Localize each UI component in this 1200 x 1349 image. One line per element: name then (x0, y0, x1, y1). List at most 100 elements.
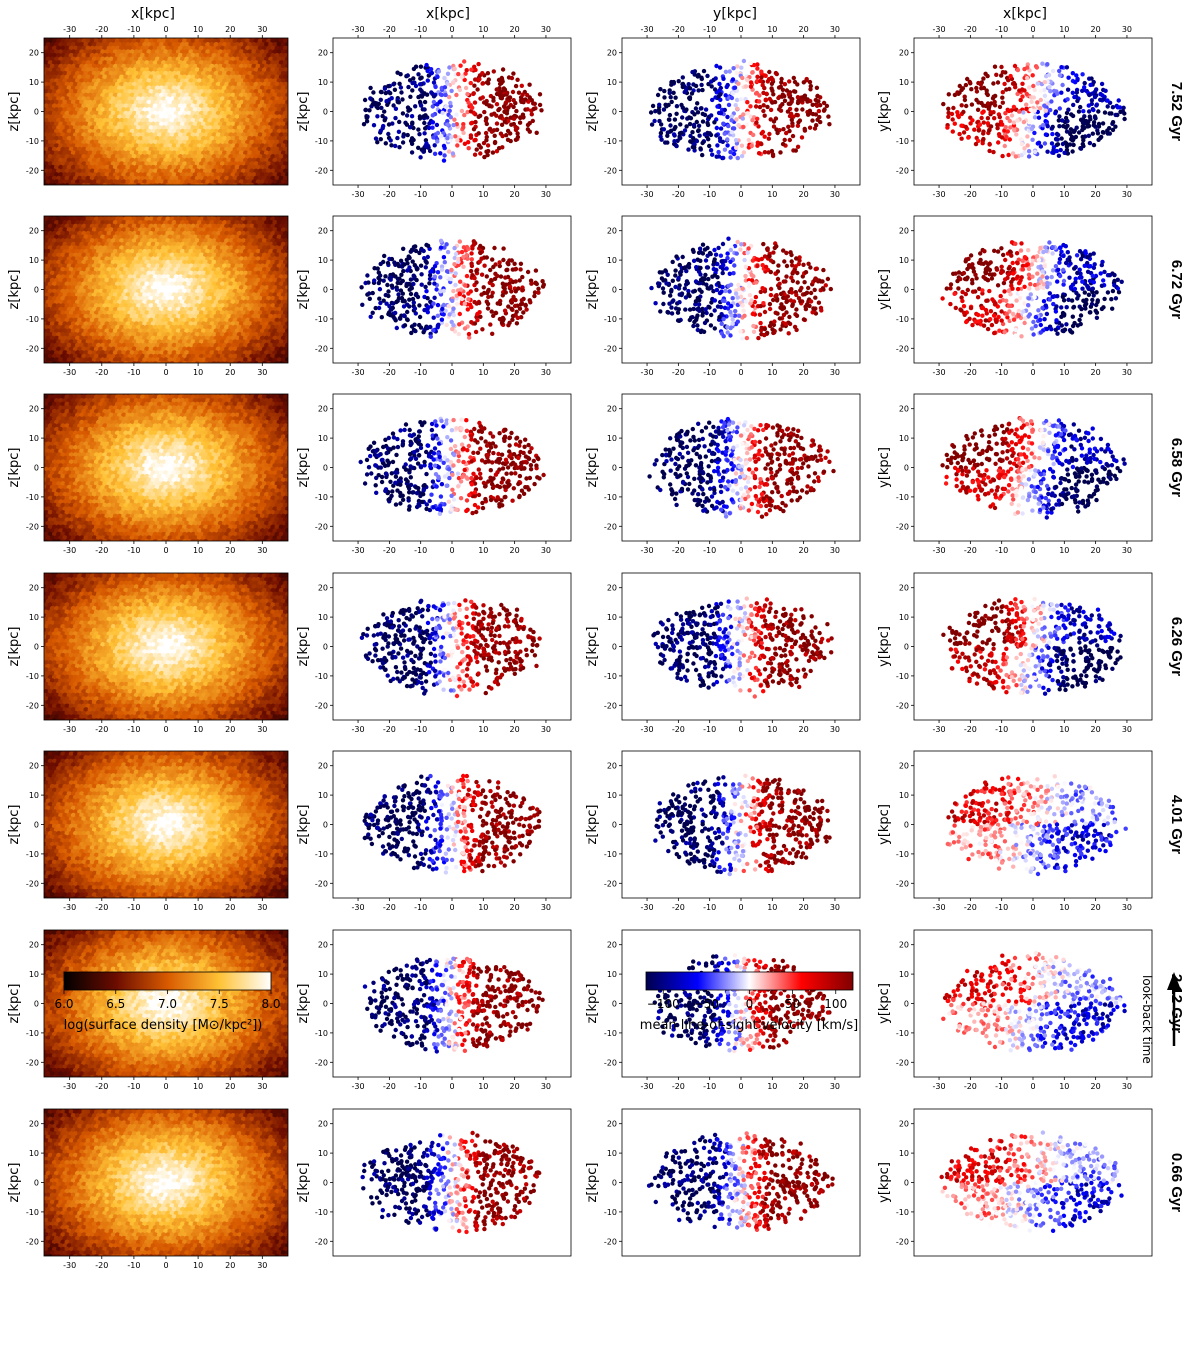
velocity-hexbin (491, 95, 496, 101)
density-hexbin (174, 31, 179, 36)
density-hexbin (37, 187, 42, 192)
velocity-hexbin (951, 105, 956, 111)
density-hexbin (236, 182, 242, 185)
density-hexbin (37, 100, 42, 105)
velocity-hexbin (422, 99, 428, 105)
velocity-hexbin (368, 85, 373, 91)
density-hexbin (115, 31, 120, 36)
velocity-hexbin (1045, 61, 1050, 67)
velocity-hexbin (680, 75, 685, 80)
velocity-hexbin (500, 145, 505, 150)
density-hexbin (81, 31, 86, 36)
velocity-hexbin (388, 138, 393, 143)
x-tick-label: 30 (541, 190, 551, 199)
velocity-hexbin (430, 104, 435, 109)
velocity-hexbin (371, 123, 377, 128)
velocity-hexbin (469, 67, 474, 72)
density-hexbin (37, 122, 42, 127)
velocity-hexbin (757, 104, 763, 110)
velocity-hexbin (1098, 135, 1103, 141)
velocity-hexbin (702, 112, 708, 118)
velocity-hexbin (723, 69, 729, 75)
x-tick-label: -20 (964, 190, 977, 199)
velocity-hexbin (1049, 99, 1054, 104)
velocity-hexbin (996, 140, 1001, 145)
velocity-hexbin (409, 114, 415, 119)
velocity-hexbin (810, 118, 815, 123)
velocity-hexbin (725, 143, 730, 148)
x-tick-label: 30 (830, 25, 840, 34)
velocity-hexbin (476, 131, 481, 136)
velocity-hexbin (1008, 73, 1013, 79)
velocity-hexbin (800, 98, 805, 103)
velocity-hexbin (1021, 110, 1026, 115)
density-hexbin (232, 182, 238, 185)
velocity-hexbin (722, 107, 727, 113)
velocity-hexbin (413, 64, 419, 69)
velocity-hexbin (439, 134, 444, 139)
velocity-hexbin (492, 133, 497, 138)
velocity-hexbin (451, 129, 456, 134)
velocity-hexbin (452, 66, 457, 72)
velocity-hexbin (721, 76, 726, 82)
density-hexbin (56, 31, 61, 36)
velocity-hexbin (753, 91, 759, 96)
velocity-hexbin (673, 95, 678, 100)
density-hexbin (56, 209, 61, 214)
velocity-hexbin (745, 77, 750, 83)
velocity-hexbin (1032, 149, 1038, 155)
velocity-hexbin (1088, 82, 1093, 88)
velocity-hexbin (750, 70, 755, 75)
velocity-hexbin (714, 63, 719, 69)
velocity-hexbin (455, 138, 460, 143)
density-hexbin (152, 182, 158, 185)
y-tick-label: -20 (896, 166, 909, 175)
velocity-hexbin (795, 95, 801, 100)
velocity-hexbin (1065, 87, 1071, 92)
density-hexbin (253, 182, 259, 185)
velocity-hexbin (367, 108, 372, 113)
density-hexbin (239, 187, 244, 192)
velocity-hexbin (994, 72, 999, 78)
x-tick-label: 0 (1030, 25, 1035, 34)
velocity-hexbin (1043, 108, 1048, 113)
velocity-hexbin (981, 103, 986, 108)
velocity-hexbin (382, 109, 387, 114)
velocity-hexbin (459, 108, 465, 114)
velocity-hexbin (396, 129, 402, 134)
density-hexbin (157, 31, 162, 36)
velocity-hexbin (441, 143, 447, 149)
velocity-hexbin (362, 97, 368, 103)
velocity-hexbin (1000, 90, 1005, 95)
velocity-hexbin (946, 92, 951, 97)
velocity-hexbin (699, 76, 704, 82)
velocity-hexbin (1073, 134, 1079, 140)
velocity-hexbin (793, 148, 798, 153)
velocity-hexbin (480, 95, 485, 100)
velocity-hexbin (450, 151, 456, 156)
velocity-hexbin (658, 130, 664, 136)
velocity-hexbin (1004, 134, 1009, 140)
velocity-hexbin (431, 80, 437, 85)
velocity-hexbin (1030, 137, 1035, 142)
velocity-hexbin (1105, 98, 1110, 103)
velocity-hexbin (1029, 126, 1035, 132)
velocity-hexbin (400, 97, 405, 102)
density-hexbin (178, 209, 183, 214)
velocity-hexbin (956, 114, 961, 120)
density-hexbin (37, 64, 42, 69)
velocity-hexbin (511, 71, 516, 76)
velocity-hexbin (693, 83, 699, 89)
density-hexbin (270, 209, 275, 214)
velocity-hexbin (687, 95, 692, 101)
velocity-hexbin (1042, 141, 1048, 146)
velocity-hexbin (445, 71, 451, 77)
density-hexbin (266, 209, 271, 214)
velocity-hexbin (714, 133, 719, 138)
velocity-hexbin (532, 101, 537, 107)
velocity-hexbin (470, 105, 475, 111)
velocity-hexbin (979, 115, 984, 121)
velocity-hexbin (1000, 122, 1005, 127)
velocity-hexbin (748, 80, 754, 85)
velocity-hexbin (964, 103, 969, 109)
